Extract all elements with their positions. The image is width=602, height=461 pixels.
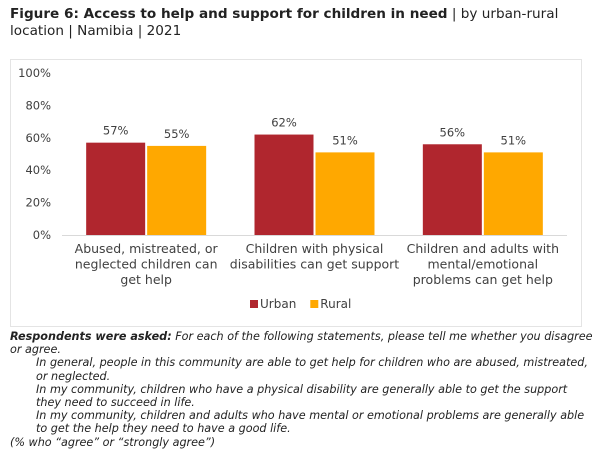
x-category-label: disabilities can get support — [230, 257, 400, 272]
y-tick-label: 100% — [18, 66, 51, 80]
bar-rural — [483, 152, 543, 235]
data-label-urban: 57% — [103, 124, 129, 138]
data-label-rural: 51% — [501, 133, 527, 147]
bar-chart: 0% 20% 40% 60% 80% 100% 57% 55% Abused, mistreat… — [18, 66, 567, 311]
data-label-urban: 62% — [271, 116, 297, 130]
legend-swatch-rural — [310, 300, 319, 308]
x-category-label: problems can get help — [413, 272, 553, 287]
bar-rural — [147, 145, 207, 235]
bar-urban — [86, 142, 146, 235]
data-label-rural: 55% — [164, 127, 190, 141]
statement-2: In my community, children who have a phy… — [36, 382, 568, 410]
y-tick-label: 0% — [33, 228, 51, 242]
legend-label-rural: Rural — [320, 297, 351, 311]
bar-rural — [315, 152, 375, 235]
x-category-label: Abused, mistreated, or — [75, 241, 219, 256]
notes-footer: (% who “agree” or “strongly agree”) — [10, 435, 216, 449]
notes-question: For each of the following statements, pl… — [10, 330, 593, 357]
x-category-label: mental/emotional — [428, 257, 539, 272]
question-text: Respondents were asked: For each of the … — [10, 330, 595, 356]
x-category-label: get help — [120, 272, 172, 287]
y-tick-label: 20% — [25, 196, 51, 210]
x-category-label: neglected children can — [75, 257, 218, 272]
y-tick-label: 80% — [25, 98, 51, 112]
data-label-rural: 51% — [332, 133, 358, 147]
statement-3: In my community, children and adults who… — [36, 409, 585, 436]
bar-urban — [422, 144, 482, 235]
chart-notes: Respondents were asked: For each of the … — [10, 330, 595, 449]
y-tick-label: 40% — [25, 163, 51, 177]
data-label-urban: 56% — [440, 125, 466, 139]
bar-urban — [254, 134, 314, 235]
notes-lead: Respondents were asked: — [10, 330, 172, 343]
legend-label-urban: Urban — [260, 297, 296, 311]
statement-1: In general, people in this community are… — [36, 356, 588, 383]
legend-swatch-urban — [250, 300, 258, 308]
x-category-label: Children and adults with — [407, 241, 559, 256]
x-category-label: Children with physical — [246, 241, 384, 256]
figure-title: Figure 6: Access to help and support for… — [10, 6, 595, 40]
y-tick-label: 60% — [25, 131, 51, 145]
chart-frame — [10, 59, 582, 327]
figure-title-subtitle: | by urban-rural location | Namibia | 20… — [10, 6, 559, 39]
figure-title-main: Figure 6: Access to help and support for… — [10, 6, 448, 22]
